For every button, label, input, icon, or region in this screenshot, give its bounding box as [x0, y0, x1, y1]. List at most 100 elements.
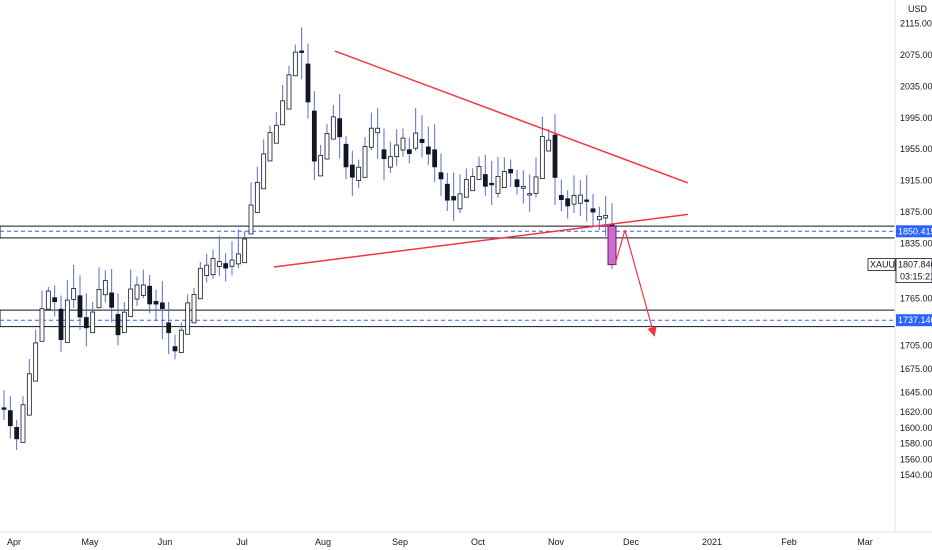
candle-body: [425, 146, 431, 155]
candle: [134, 276, 140, 307]
candle-body: [254, 181, 260, 213]
candle-body: [349, 164, 355, 178]
candle: [558, 179, 564, 212]
candle-body: [299, 50, 305, 53]
symbol-badge: [867, 258, 896, 271]
candle-body: [356, 166, 362, 181]
candle: [413, 107, 419, 151]
price-tick-label: 1875.000: [900, 207, 932, 217]
candle-body: [527, 193, 533, 196]
candle: [387, 141, 393, 173]
candle: [520, 170, 526, 204]
zone-1: [0, 225, 896, 239]
price-tick-label: 1560.000: [900, 454, 932, 464]
candle-body: [577, 194, 583, 204]
candle: [280, 85, 286, 126]
candle-body: [539, 136, 545, 180]
candle-body: [451, 196, 457, 201]
candle: [362, 137, 368, 178]
candle-body: [216, 261, 222, 267]
candle-body: [514, 179, 520, 188]
candle: [273, 112, 279, 144]
candle: [191, 287, 197, 324]
candle-body: [102, 280, 108, 296]
candle: [349, 150, 355, 197]
candle-body: [45, 290, 51, 310]
candle: [109, 268, 115, 323]
candle-body: [565, 198, 571, 207]
price-tick-label: 1540.000: [900, 470, 932, 480]
candle: [39, 290, 45, 342]
candle: [356, 159, 362, 189]
candle: [166, 301, 172, 355]
candle-body: [406, 149, 412, 154]
candle-body: [337, 118, 343, 138]
time-tick-label: Mar: [857, 537, 873, 547]
candle-body: [419, 138, 425, 143]
time-tick-label: Jul: [236, 537, 248, 547]
price-tick-label: 1955.000: [900, 144, 932, 154]
candle: [444, 172, 450, 212]
candle: [514, 169, 520, 195]
candle-body: [261, 153, 267, 190]
candle-body: [147, 285, 153, 305]
candle-body: [292, 51, 298, 77]
candle-body: [489, 182, 495, 186]
candle: [337, 94, 343, 159]
candle: [58, 295, 64, 353]
candle-body: [229, 259, 235, 267]
candle: [482, 154, 488, 196]
candle-body: [26, 373, 32, 416]
price-tick-label: 1580.000: [900, 439, 932, 449]
candle: [153, 289, 159, 322]
candle: [501, 157, 507, 188]
candle-body: [178, 329, 184, 353]
candle-body: [432, 149, 438, 168]
candle: [71, 264, 77, 308]
price-tick-label: 1645.000: [900, 388, 932, 398]
candle-body: [571, 194, 577, 205]
candle-body: [204, 264, 210, 277]
candle-body: [590, 208, 596, 213]
candle-body: [495, 175, 501, 194]
level-badge-2: [896, 314, 932, 327]
candle: [83, 293, 89, 347]
candle: [394, 129, 400, 166]
candle: [343, 136, 349, 180]
candle-body: [400, 137, 406, 151]
time-axis[interactable]: Apr May Jun Jul Aug Sep Oct Nov Dec 2021 Feb Mar: [0, 531, 932, 547]
candle-body: [128, 288, 134, 317]
candle-body: [33, 342, 39, 382]
candle: [299, 27, 305, 80]
candle-body: [520, 186, 526, 189]
candle: [254, 166, 260, 213]
price-tick-label: 2115.000: [900, 19, 932, 29]
candle-body: [286, 74, 292, 110]
candle: [26, 359, 32, 416]
candle-body: [438, 172, 444, 180]
candle: [248, 182, 254, 235]
candle-body: [280, 100, 286, 126]
candle-body: [508, 168, 514, 174]
candle: [330, 105, 336, 140]
candle: [571, 175, 577, 213]
candle-body: [375, 127, 381, 134]
candle: [463, 168, 469, 198]
time-tick-label: Oct: [471, 537, 486, 547]
candle-body: [39, 308, 45, 342]
price-tick-label: 1675.000: [900, 364, 932, 374]
candle-body: [444, 183, 450, 201]
candle-body: [166, 322, 172, 334]
candle: [197, 262, 203, 300]
candle: [52, 285, 58, 317]
candle-body: [140, 284, 146, 296]
candle-body: [197, 267, 203, 300]
candle-body: [90, 311, 96, 334]
candle: [242, 231, 248, 264]
candle-body: [584, 199, 590, 202]
candle-body: [324, 133, 330, 160]
candle-body: [14, 426, 20, 440]
candle: [96, 267, 102, 309]
